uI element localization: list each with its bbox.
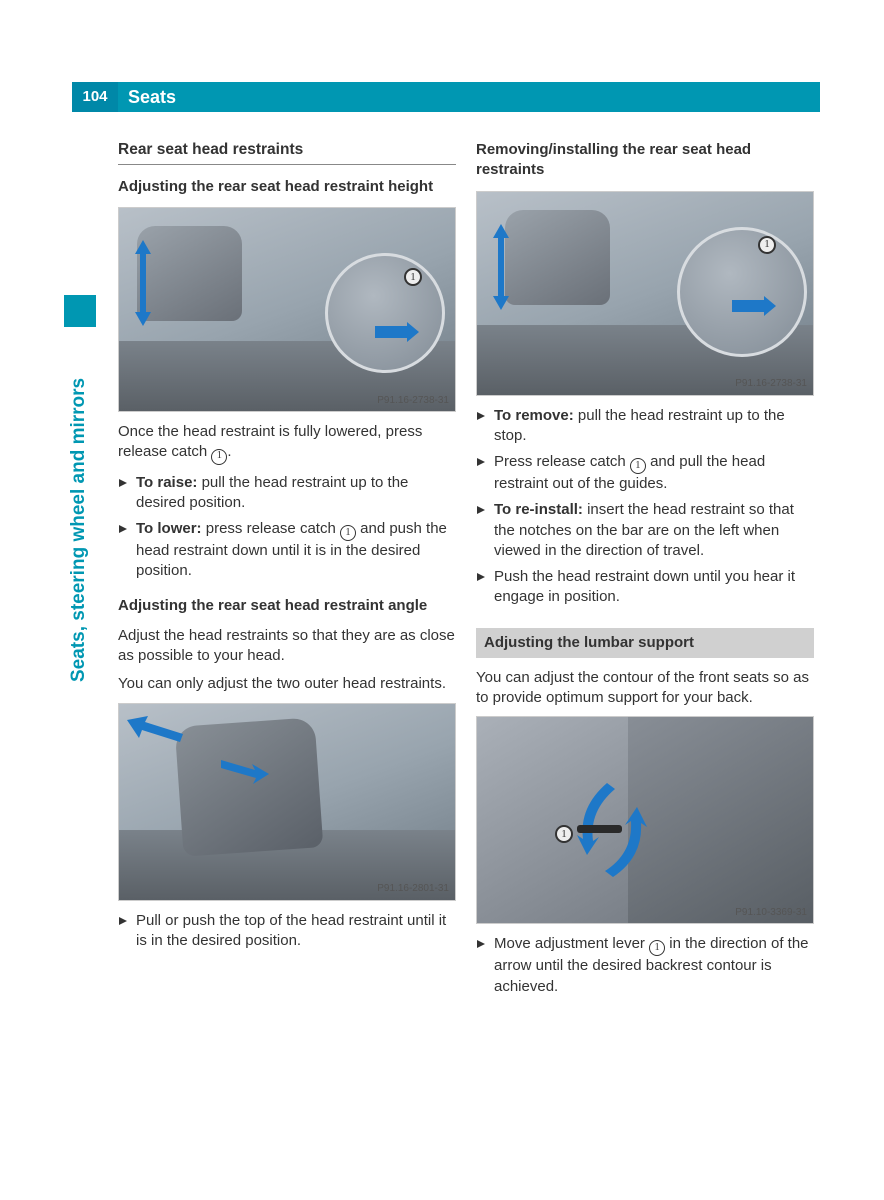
callout-ref: 1 [649,940,665,956]
callout-ref: 1 [630,458,646,474]
triangle-bullet-icon [118,478,132,488]
instruction-step: Move adjustment lever 1 in the direction… [476,934,814,997]
figure-code: P91.16-2738-31 [735,377,807,391]
callout-marker: 1 [758,236,776,254]
triangle-bullet-icon [118,524,132,534]
gray-section-heading: Adjusting the lumbar support [476,628,814,658]
arrow-up-down-icon [131,238,155,328]
body-text: Once the head restraint is fully lowered… [118,422,456,464]
triangle-bullet-icon [476,572,490,582]
subsection-heading: Adjusting the rear seat head restraint h… [118,177,456,197]
header-title: Seats [118,85,176,109]
body-text: Adjust the head restraints so that they … [118,626,456,667]
arrow-right-icon [730,296,778,316]
arrow-forward-icon [219,756,269,786]
instruction-step: Pull or push the top of the head restrai… [118,911,456,952]
triangle-bullet-icon [476,457,490,467]
figure-code: P91.16-2801-31 [377,882,449,896]
arrow-right-icon [373,322,421,342]
instruction-step: To raise: pull the head restraint up to … [118,473,456,514]
side-tab [64,295,96,327]
figure-headrest-height: 1 P91.16-2738-31 [118,207,456,412]
callout-marker: 1 [404,268,422,286]
instruction-step: To re-install: insert the head restraint… [476,500,814,561]
callout-ref: 1 [340,525,356,541]
figure-code: P91.16-2738-31 [377,394,449,408]
content-area: Rear seat head restraints Adjusting the … [118,140,814,1003]
body-text: You can adjust the contour of the front … [476,668,814,709]
triangle-bullet-icon [118,916,132,926]
page-header: 104 Seats [72,82,820,112]
page-number: 104 [72,82,118,112]
triangle-bullet-icon [476,505,490,515]
figure-headrest-angle: P91.16-2801-31 [118,703,456,901]
arrow-up-down-icon [489,222,513,312]
instruction-step: Push the head restraint down until you h… [476,567,814,608]
right-column: Removing/installing the rear seat head r… [476,140,814,1003]
section-heading: Rear seat head restraints [118,140,456,165]
left-column: Rear seat head restraints Adjusting the … [118,140,456,1003]
triangle-bullet-icon [476,939,490,949]
subsection-heading: Adjusting the rear seat head restraint a… [118,596,456,616]
body-text: You can only adjust the two outer head r… [118,674,456,694]
callout-ref: 1 [211,449,227,465]
figure-code: P91.10-3369-31 [735,906,807,920]
instruction-step: To lower: press release catch 1 and push… [118,519,456,582]
subsection-heading: Removing/installing the rear seat head r… [476,140,814,181]
side-chapter-label: Seats, steering wheel and mirrors [66,378,92,682]
figure-headrest-remove: 1 P91.16-2738-31 [476,191,814,396]
arrow-back-icon [125,712,185,742]
instruction-step: Press release catch 1 and pull the head … [476,452,814,494]
triangle-bullet-icon [476,411,490,421]
instruction-step: To remove: pull the head restraint up to… [476,406,814,447]
figure-lumbar: 1 P91.10-3369-31 [476,716,814,924]
